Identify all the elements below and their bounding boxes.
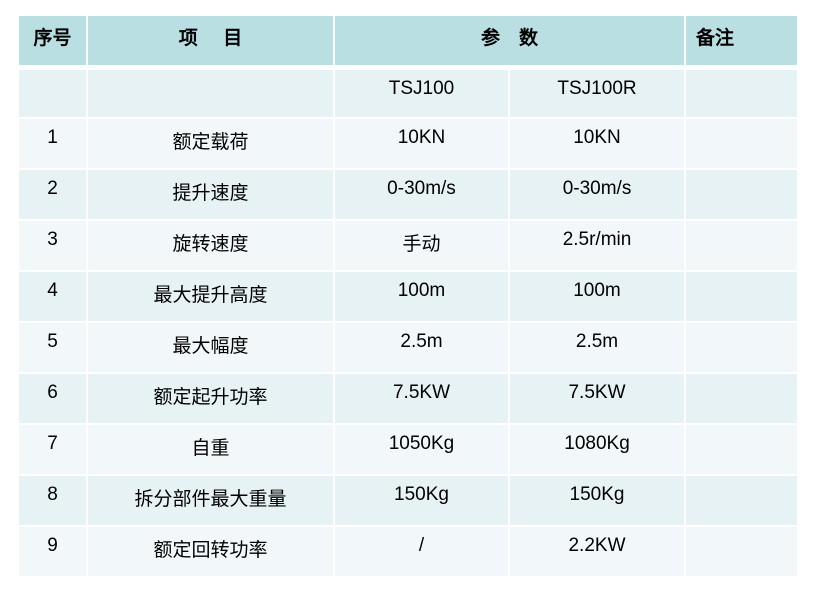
value-tsj100: 100m [333,270,510,323]
table-row: 3 旋转速度 手动 2.5r/min [17,219,800,272]
table-row: 8 拆分部件最大重量 150Kg 150Kg [17,474,800,527]
table-row: 6 额定起升功率 7.5KW 7.5KW [17,372,800,425]
header-item: 项 目 [86,14,335,70]
value-tsj100: 7.5KW [333,372,510,425]
row-item: 额定起升功率 [86,372,335,425]
row-item: 拆分部件最大重量 [86,474,335,527]
row-item: 额定载荷 [86,117,335,170]
value-tsj100r: 100m [507,270,687,323]
row-remark [684,219,800,272]
row-no: 5 [17,321,88,374]
table-row: 9 额定回转功率/2.2KW [17,525,800,578]
value-tsj100r: 150Kg [507,474,687,527]
header-params: 参 数 [332,14,687,70]
value-tsj100: 10KN [333,117,510,170]
value-tsj100r: 7.5KW [507,372,687,425]
row-remark [684,525,800,578]
value-tsj100r: 10KN [507,117,687,170]
row-no: 1 [17,117,88,170]
value-tsj100r: 2.5r/min [507,219,687,272]
value-tsj100: 1050Kg [333,423,510,476]
header-row: 序号 项 目 参 数 备注 [17,14,800,70]
row-item: 最大幅度 [86,321,335,374]
row-remark [684,423,800,476]
row-item: 最大提升高度 [86,270,335,323]
cell-empty [86,66,335,119]
model-name: TSJ100 [333,66,510,119]
row-remark [684,372,800,425]
table-row: 1 额定载荷 10KN 10KN [17,117,800,170]
row-remark [684,321,800,374]
row-remark [684,117,800,170]
row-no: 3 [17,219,88,272]
model-name: TSJ100R [507,66,687,119]
spec-table: 序号 项 目 参 数 备注 TSJ100 TSJ100R 1 额定载荷 10KN 10… [17,14,800,578]
model-row: TSJ100 TSJ100R [17,66,800,119]
row-no: 8 [17,474,88,527]
value-tsj100: 0-30m/s [333,168,510,221]
cell-empty [17,66,88,119]
header-remark: 备注 [684,14,800,70]
cell-empty [684,66,800,119]
table-row: 7 自重 1050Kg 1080Kg [17,423,800,476]
value-tsj100r: 2.2KW [507,525,687,578]
table-row: 5 最大幅度 2.5m 2.5m [17,321,800,374]
table-row: 2 提升速度 0-30m/s 0-30m/s [17,168,800,221]
value-tsj100: 手动 [333,219,510,272]
row-remark [684,168,800,221]
header-no: 序号 [17,14,88,70]
value-tsj100r: 2.5m [507,321,687,374]
row-no: 4 [17,270,88,323]
row-remark [684,270,800,323]
row-no: 7 [17,423,88,476]
row-item: 额定回转功率 [86,525,335,578]
value-tsj100: 2.5m [333,321,510,374]
row-remark [684,474,800,527]
row-item: 旋转速度 [86,219,335,272]
row-item: 提升速度 [86,168,335,221]
value-tsj100: / [333,525,510,578]
value-tsj100r: 1080Kg [507,423,687,476]
row-no: 6 [17,372,88,425]
value-tsj100r: 0-30m/s [507,168,687,221]
value-tsj100: 150Kg [333,474,510,527]
row-no: 9 [17,525,88,578]
table-row: 4 最大提升高度 100m 100m [17,270,800,323]
row-no: 2 [17,168,88,221]
row-item: 自重 [86,423,335,476]
